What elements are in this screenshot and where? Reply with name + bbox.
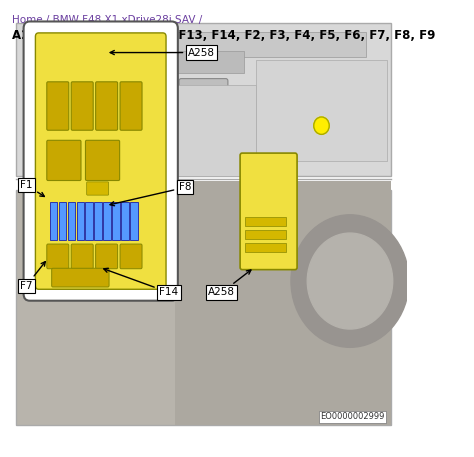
Text: A258, F1, F10, F11, F12, F13, F14, F2, F3, F4, F5, F6, F7, F8, F9: A258, F1, F10, F11, F12, F13, F14, F2, F… [12,29,436,42]
FancyBboxPatch shape [25,83,77,161]
Circle shape [60,63,99,106]
FancyBboxPatch shape [71,244,93,269]
FancyBboxPatch shape [16,190,391,425]
FancyBboxPatch shape [120,244,142,269]
Text: A258: A258 [110,48,215,58]
FancyBboxPatch shape [246,217,286,226]
FancyBboxPatch shape [103,202,111,240]
Text: F8: F8 [110,182,191,206]
Circle shape [307,233,393,329]
Text: A258: A258 [208,270,251,298]
FancyBboxPatch shape [240,153,297,270]
Text: F14: F14 [104,268,178,298]
Circle shape [71,74,88,95]
FancyBboxPatch shape [87,182,109,195]
Circle shape [52,53,107,116]
FancyBboxPatch shape [246,230,286,239]
Text: Home / BMW F48 X1 xDrive28i SAV /: Home / BMW F48 X1 xDrive28i SAV / [12,15,202,25]
FancyBboxPatch shape [112,202,120,240]
FancyBboxPatch shape [47,244,69,269]
FancyBboxPatch shape [52,268,109,287]
FancyBboxPatch shape [96,82,118,130]
FancyBboxPatch shape [24,21,178,301]
FancyBboxPatch shape [47,140,81,181]
FancyBboxPatch shape [59,202,66,240]
FancyBboxPatch shape [256,60,387,161]
FancyBboxPatch shape [16,23,391,176]
Circle shape [314,117,329,134]
FancyBboxPatch shape [179,79,228,131]
FancyBboxPatch shape [121,202,129,240]
FancyBboxPatch shape [25,32,366,57]
FancyBboxPatch shape [175,181,391,425]
Circle shape [291,215,409,347]
FancyBboxPatch shape [85,140,119,181]
FancyBboxPatch shape [120,82,142,130]
Text: F7: F7 [20,261,46,291]
Text: EO0000002999: EO0000002999 [320,412,384,421]
FancyBboxPatch shape [246,243,286,252]
FancyBboxPatch shape [47,82,69,130]
FancyBboxPatch shape [96,244,118,269]
FancyBboxPatch shape [85,202,93,240]
FancyBboxPatch shape [163,51,244,73]
FancyBboxPatch shape [36,33,166,289]
FancyBboxPatch shape [102,85,256,176]
FancyBboxPatch shape [68,202,75,240]
FancyBboxPatch shape [71,82,93,130]
FancyBboxPatch shape [76,202,84,240]
Text: F1: F1 [20,180,45,197]
FancyBboxPatch shape [130,202,138,240]
FancyBboxPatch shape [50,202,57,240]
FancyBboxPatch shape [94,202,102,240]
